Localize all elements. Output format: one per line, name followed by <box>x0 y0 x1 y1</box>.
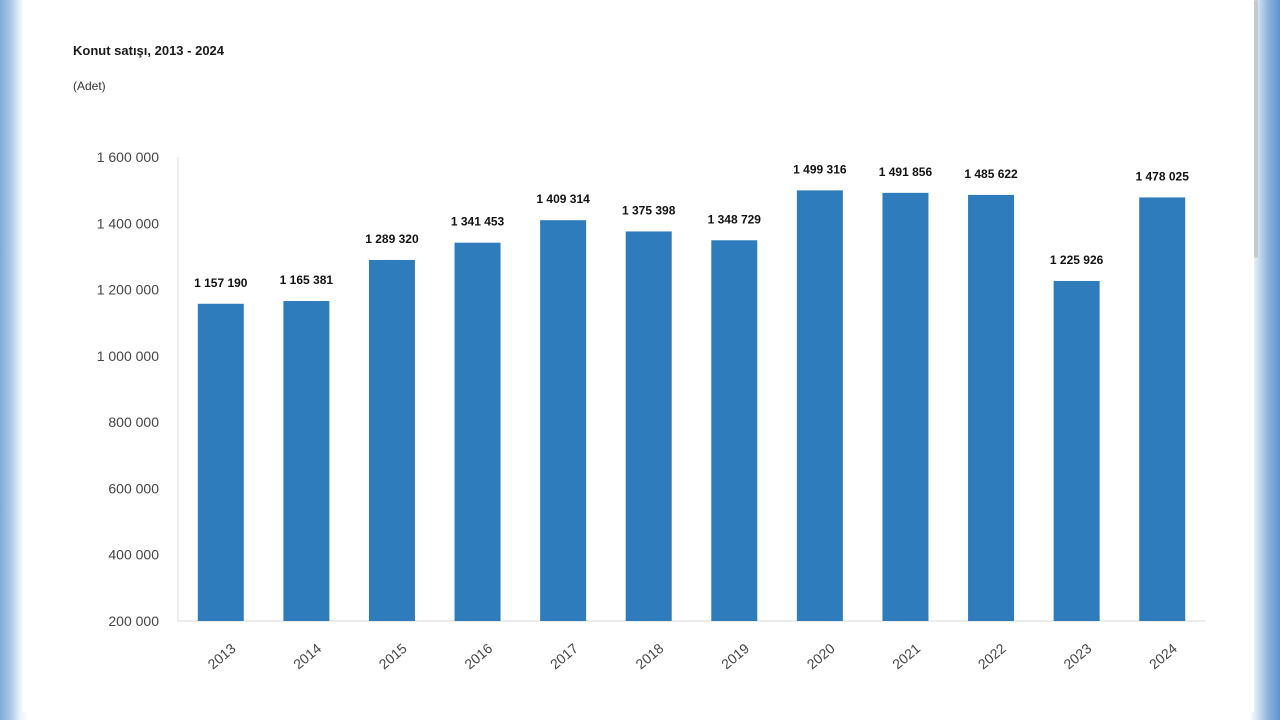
x-tick-label: 2014 <box>290 640 324 672</box>
bar[interactable] <box>968 194 1015 621</box>
y-tick-label: 1 200 000 <box>97 282 159 298</box>
x-tick-label: 2022 <box>975 640 1009 672</box>
y-tick-label: 400 000 <box>108 547 159 563</box>
y-tick-label: 200 000 <box>108 613 159 629</box>
x-tick-label: 2024 <box>1146 640 1180 672</box>
bar[interactable] <box>368 259 415 621</box>
x-tick-label: 2020 <box>804 640 838 672</box>
bar[interactable] <box>1139 197 1186 621</box>
x-tick-label: 2019 <box>718 640 752 672</box>
x-tick-label: 2015 <box>376 640 410 672</box>
data-label: 1 165 381 <box>280 273 334 287</box>
data-label: 1 375 398 <box>622 203 676 217</box>
bar[interactable] <box>454 242 501 621</box>
data-label: 1 478 025 <box>1136 169 1190 183</box>
data-label: 1 485 622 <box>964 167 1018 181</box>
scrollbar[interactable] <box>1254 0 1258 258</box>
y-tick-label: 1 400 000 <box>97 215 159 231</box>
bar[interactable] <box>796 190 843 621</box>
y-tick-label: 1 000 000 <box>97 348 159 364</box>
bar[interactable] <box>197 303 244 621</box>
x-tick-label: 2013 <box>205 640 239 672</box>
data-label: 1 348 729 <box>708 212 762 226</box>
data-label: 1 225 926 <box>1050 253 1104 267</box>
y-tick-label: 800 000 <box>108 414 159 430</box>
y-tick-label: 1 600 000 <box>97 149 159 165</box>
bar[interactable] <box>711 240 758 621</box>
bar[interactable] <box>1053 280 1100 621</box>
bar[interactable] <box>540 220 587 621</box>
bar[interactable] <box>882 192 929 621</box>
x-tick-label: 2016 <box>461 640 495 672</box>
x-tick-label: 2023 <box>1060 640 1094 672</box>
x-tick-label: 2017 <box>547 640 581 672</box>
bar[interactable] <box>283 301 330 621</box>
chart-unit-label: (Adet) <box>73 79 106 93</box>
y-tick-label: 600 000 <box>108 480 159 496</box>
chart-title: Konut satışı, 2013 - 2024 <box>73 43 225 58</box>
data-label: 1 289 320 <box>365 232 419 246</box>
bar[interactable] <box>625 231 672 621</box>
data-label: 1 341 453 <box>451 215 505 229</box>
x-tick-label: 2018 <box>632 640 666 672</box>
x-tick-label: 2021 <box>889 640 923 672</box>
data-label: 1 491 856 <box>879 165 933 179</box>
data-label: 1 157 190 <box>194 276 248 290</box>
data-label: 1 499 316 <box>793 162 847 176</box>
data-label: 1 409 314 <box>536 192 590 206</box>
